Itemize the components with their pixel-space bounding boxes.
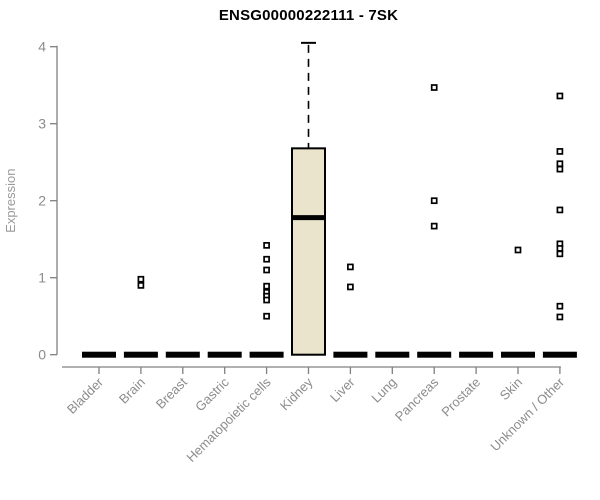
outlier-point-unknown-other xyxy=(556,92,564,100)
x-tick-label-liver: Liver xyxy=(327,374,358,405)
outlier-point-hematopoietic-cells xyxy=(263,282,270,290)
chart-title: ENSG00000222111 - 7SK xyxy=(218,7,399,24)
outlier-point-skin xyxy=(514,246,522,254)
y-axis-title: Expression xyxy=(3,169,18,233)
x-tick-label-gastric: Gastric xyxy=(192,374,232,414)
zero-bar-brain xyxy=(123,351,158,358)
x-tick-label-kidney: Kidney xyxy=(277,374,316,413)
zero-bar-prostate xyxy=(459,351,494,358)
outlier-point-unknown-other xyxy=(556,313,564,321)
outlier-point-unknown-other xyxy=(556,165,564,173)
outlier-point-hematopoietic-cells xyxy=(263,255,270,263)
outlier-point-pancreas xyxy=(430,197,438,205)
y-tick-label-4: 4 xyxy=(38,39,46,55)
outlier-point-brain xyxy=(137,275,145,283)
outlier-point-unknown-other xyxy=(556,206,564,214)
outlier-point-unknown-other xyxy=(556,160,564,168)
x-tick-label-prostate: Prostate xyxy=(438,375,483,420)
y-tick-label-2: 2 xyxy=(38,193,46,209)
zero-bar-skin xyxy=(501,351,535,358)
zero-bar-bladder xyxy=(82,351,116,358)
outlier-point-liver xyxy=(347,283,354,291)
x-tick-label-skin: Skin xyxy=(497,375,525,403)
outlier-point-hematopoietic-cells xyxy=(263,296,270,304)
box-kidney xyxy=(291,147,326,356)
y-tick-label-0: 0 xyxy=(38,347,46,363)
outlier-point-pancreas xyxy=(430,84,438,91)
zero-bar-unknown-other xyxy=(542,351,577,358)
zero-bar-lung xyxy=(375,351,410,358)
outlier-point-unknown-other xyxy=(556,148,564,155)
outlier-point-hematopoietic-cells xyxy=(263,312,270,320)
outlier-point-brain xyxy=(137,282,145,289)
outlier-point-unknown-other xyxy=(556,302,564,310)
outlier-point-unknown-other xyxy=(556,245,564,252)
outlier-point-pancreas xyxy=(430,222,438,230)
outlier-point-unknown-other xyxy=(556,250,564,258)
x-tick-label-lung: Lung xyxy=(368,375,399,406)
zero-bar-gastric xyxy=(207,351,242,358)
zero-bar-hematopoietic-cells xyxy=(249,351,284,358)
zero-bar-breast xyxy=(165,351,200,358)
zero-bar-pancreas xyxy=(417,351,452,358)
x-tick-label-pancreas: Pancreas xyxy=(392,374,442,424)
x-tick-label-unknown-other: Unknown / Other xyxy=(487,374,567,454)
x-tick-label-brain: Brain xyxy=(116,375,148,407)
outlier-point-liver xyxy=(347,263,354,271)
y-tick-label-3: 3 xyxy=(38,116,46,132)
outlier-point-hematopoietic-cells xyxy=(263,242,270,249)
y-tick-label-1: 1 xyxy=(38,270,46,286)
zero-bar-liver xyxy=(333,351,368,358)
x-tick-label-breast: Breast xyxy=(153,374,190,411)
x-tick-label-bladder: Bladder xyxy=(64,374,107,417)
outlier-point-hematopoietic-cells xyxy=(263,266,270,274)
